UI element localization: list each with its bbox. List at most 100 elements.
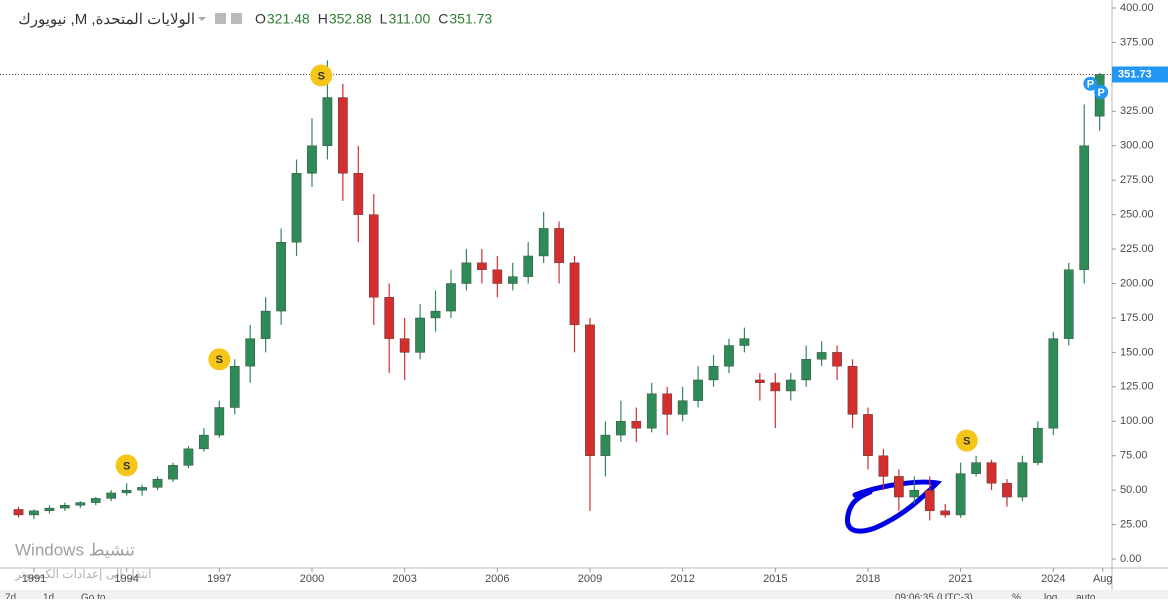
candle-body [29, 510, 39, 516]
candle-body [13, 509, 24, 516]
ohlc-key: C [438, 11, 448, 27]
candle-body [755, 379, 765, 383]
candle-body [291, 173, 302, 243]
x-tick-label: Aug [1093, 573, 1113, 585]
x-tick-label: 2012 [670, 573, 694, 585]
candle-body [492, 269, 503, 284]
x-tick-label: 2015 [763, 573, 787, 585]
event-label: P [1098, 87, 1105, 99]
x-tick-label: 2006 [485, 573, 509, 585]
y-tick-label: 375.00 [1120, 36, 1154, 48]
y-tick-label: 175.00 [1120, 312, 1154, 324]
y-tick-label: 400.00 [1120, 2, 1154, 14]
toolbar-bg [0, 590, 1168, 599]
x-tick-label: 1994 [114, 573, 138, 585]
x-tick-label: 1991 [22, 573, 46, 585]
candle-body [229, 365, 240, 408]
candle-body [847, 365, 858, 415]
toolbar-item[interactable]: 7d [5, 593, 16, 604]
x-tick-label: 1997 [207, 573, 231, 585]
candle-body [724, 345, 734, 367]
ohlc-key: L [380, 11, 388, 27]
candle-body [368, 214, 379, 298]
toolbar-option[interactable]: % [1012, 593, 1021, 604]
candle-body [585, 324, 595, 456]
ohlc-value: 352.88 [329, 11, 372, 27]
candle-body [137, 487, 147, 491]
candle-body [909, 489, 920, 498]
candle-body [507, 276, 518, 284]
candle-body [1063, 269, 1074, 339]
candle-body [399, 338, 410, 353]
candle-body [353, 173, 364, 215]
watermark-title: Windows تنشيط [15, 540, 135, 559]
y-tick-label: 150.00 [1120, 346, 1154, 358]
candle-body [415, 317, 425, 353]
toolbar-item[interactable]: Go to... [81, 593, 114, 604]
candle-body [693, 379, 703, 401]
candle-body [307, 145, 317, 174]
candle-body [168, 465, 178, 480]
candle-body [785, 379, 796, 392]
candle-body [708, 365, 719, 381]
candle-body [1002, 483, 1012, 498]
y-tick-label: 225.00 [1120, 243, 1154, 255]
dropdown[interactable] [198, 17, 206, 21]
candle-body [214, 407, 225, 436]
watermark-subtitle: انتقل إلى إعدادات الكمبيوتر [14, 567, 152, 582]
x-tick-label: 2024 [1041, 573, 1065, 585]
candle-body [44, 507, 55, 512]
event-label: S [963, 435, 970, 447]
candle-body [1017, 462, 1028, 498]
y-tick-label: 125.00 [1120, 381, 1154, 393]
ohlc-value: 311.00 [388, 11, 430, 27]
candle-body [770, 382, 781, 392]
candle-body [106, 492, 117, 499]
candle-body [538, 228, 549, 257]
candle-body [878, 455, 889, 477]
candle-body [832, 352, 842, 367]
ohlc-value: 321.48 [267, 11, 310, 27]
y-tick-label: 0.00 [1120, 553, 1141, 565]
candle-body [338, 97, 348, 174]
drawing-annotation [844, 479, 943, 534]
candle-body [446, 283, 456, 312]
x-tick-label: 2003 [392, 573, 416, 585]
y-tick-label: 300.00 [1120, 140, 1154, 152]
ohlc-key: O [255, 11, 266, 27]
candle-body [276, 241, 286, 312]
toolbar-option[interactable]: log [1044, 593, 1057, 604]
y-tick-label: 25.00 [1120, 519, 1148, 531]
event-marker [115, 454, 138, 477]
candle-body [677, 400, 688, 415]
candle-body [863, 414, 873, 456]
candle-body [662, 393, 673, 415]
icon[interactable] [231, 13, 242, 24]
last-price-box [1112, 66, 1168, 83]
candle-body [322, 97, 333, 146]
candle-body [199, 434, 209, 450]
y-tick-label: 275.00 [1120, 174, 1154, 186]
candle-body [816, 352, 827, 360]
toolbar-item[interactable]: 1d [43, 593, 54, 604]
candle-body [121, 489, 132, 494]
candle-body [60, 505, 70, 509]
event-label: S [318, 70, 325, 82]
candle-body [90, 498, 101, 503]
candle-body [183, 448, 194, 466]
y-tick-label: 200.00 [1120, 277, 1154, 289]
icon[interactable] [215, 13, 226, 24]
symbol[interactable]: نيويورك ,M ,الولايات المتحدة [18, 11, 195, 28]
candle-body [461, 262, 472, 284]
x-tick-label: 2009 [578, 573, 602, 585]
toolbar-option[interactable]: auto [1076, 593, 1096, 604]
candle-body [384, 297, 395, 339]
candle-body [152, 478, 163, 488]
event-label: S [123, 460, 130, 472]
candle-body [245, 338, 256, 367]
x-tick-label: 2018 [856, 573, 880, 585]
candle-body [924, 489, 935, 512]
